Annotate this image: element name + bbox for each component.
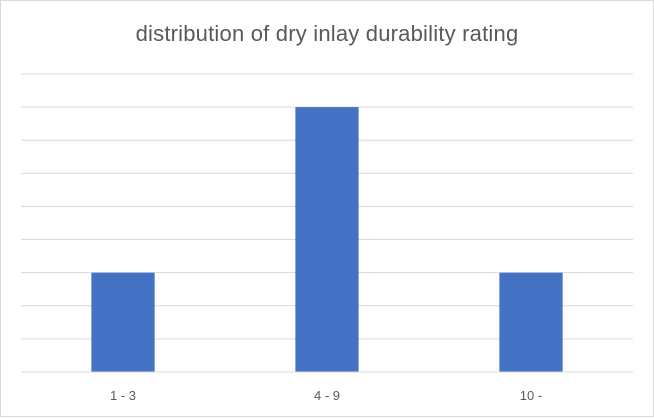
bar-3: [499, 272, 563, 372]
bar-2: [295, 107, 359, 372]
x-tick-label: 4 - 9: [314, 388, 340, 403]
x-tick-label: 1 - 3: [110, 388, 136, 403]
bar-1: [91, 272, 155, 372]
chart-title: distribution of dry inlay durability rat…: [135, 21, 519, 46]
x-tick-label: 10 -: [520, 388, 542, 403]
